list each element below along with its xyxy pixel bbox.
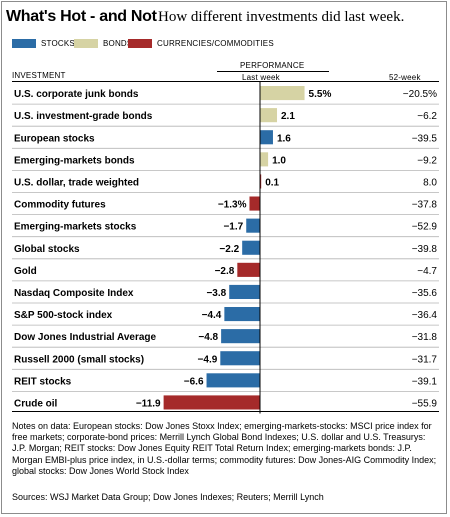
category-label: Russell 2000 (small stocks) [14, 354, 144, 365]
value-label: 0.1 [265, 177, 279, 188]
investment-header: INVESTMENT [12, 71, 66, 80]
value-label: −3.8 [206, 288, 226, 299]
week52-value: −36.4 [412, 310, 438, 321]
value-label: −1.7 [223, 222, 243, 233]
bar [242, 240, 260, 255]
value-label: −1.3% [218, 200, 247, 211]
week52-value: −4.7 [417, 266, 437, 277]
legend-stocks: STOCKS [12, 39, 75, 48]
category-label: Nasdaq Composite Index [14, 288, 134, 299]
value-label: −4.8 [198, 332, 218, 343]
chart-title: What's Hot - and Not [6, 8, 157, 25]
legend-label-currencies: CURRENCIES/COMMODITIES [157, 39, 274, 48]
category-label: Dow Jones Industrial Average [14, 332, 157, 343]
footer-rule [12, 411, 439, 412]
week52-value: −20.5% [403, 89, 437, 100]
bar [229, 284, 260, 299]
category-label: REIT stocks [14, 376, 72, 387]
week52-value: −6.2 [417, 111, 437, 122]
value-label: −6.6 [184, 376, 204, 387]
legend-swatch-currencies [128, 39, 152, 48]
bar [221, 329, 260, 344]
value-label: −4.9 [198, 354, 218, 365]
bar [246, 218, 260, 233]
value-label: −2.2 [219, 244, 239, 255]
category-label: Global stocks [14, 244, 80, 255]
chart-subtitle: How different investments did last week. [158, 9, 405, 25]
week52-value: −39.1 [412, 376, 438, 387]
category-label: S&P 500-stock index [14, 310, 113, 321]
category-label: Crude oil [14, 398, 58, 409]
week52-value: 8.0 [423, 177, 437, 188]
category-label: U.S. investment-grade bonds [14, 111, 153, 122]
week52-value: −35.6 [412, 288, 438, 299]
bar [249, 196, 260, 211]
category-label: U.S. corporate junk bonds [14, 89, 139, 100]
bar [220, 351, 260, 366]
legend-label-bonds: BONDS [103, 39, 133, 48]
bar [237, 262, 260, 277]
week52-value: −39.8 [412, 244, 438, 255]
value-label: −4.4 [202, 310, 222, 321]
data-notes: Notes on data: European stocks: Dow Jone… [12, 421, 437, 476]
bar [260, 130, 273, 145]
category-label: Emerging-markets stocks [14, 222, 137, 233]
legend-swatch-bonds [74, 39, 98, 48]
last-week-header: Last week [242, 73, 280, 82]
week52-value: −55.9 [412, 398, 438, 409]
value-label: 1.0 [272, 155, 286, 166]
header-rule [12, 81, 439, 82]
performance-rule [217, 71, 329, 72]
week52-value: −52.9 [412, 222, 438, 233]
category-label: Emerging-markets bonds [14, 155, 135, 166]
bar [260, 152, 269, 167]
week52-value: −31.8 [412, 332, 438, 343]
performance-header: PERFORMANCE [240, 61, 305, 70]
legend-swatch-stocks [12, 39, 36, 48]
category-label: European stocks [14, 133, 95, 144]
value-label: 1.6 [277, 133, 291, 144]
week52-value: −31.7 [412, 354, 438, 365]
sources-line: Sources: WSJ Market Data Group; Dow Jone… [12, 492, 324, 502]
bar [260, 86, 305, 101]
bar [163, 395, 260, 410]
bar [260, 108, 278, 123]
category-label: Commodity futures [14, 200, 106, 211]
bar [224, 307, 260, 322]
category-label: U.S. dollar, trade weighted [14, 177, 139, 188]
value-label: −2.8 [215, 266, 235, 277]
category-label: Gold [14, 266, 37, 277]
value-label: 5.5% [309, 89, 332, 100]
week52-header: 52-week [389, 73, 421, 82]
legend-currencies: CURRENCIES/COMMODITIES [128, 39, 274, 48]
bar [206, 373, 260, 388]
value-label: −11.9 [136, 398, 161, 409]
value-label: 2.1 [281, 111, 295, 122]
legend-label-stocks: STOCKS [41, 39, 75, 48]
week52-value: −9.2 [417, 155, 437, 166]
legend-bonds: BONDS [74, 39, 132, 48]
bar-chart: U.S. corporate junk bonds 5.5% −20.5% U.S. … [12, 82, 439, 414]
week52-value: −37.8 [412, 200, 438, 211]
week52-value: −39.5 [412, 133, 438, 144]
bar [260, 174, 262, 189]
